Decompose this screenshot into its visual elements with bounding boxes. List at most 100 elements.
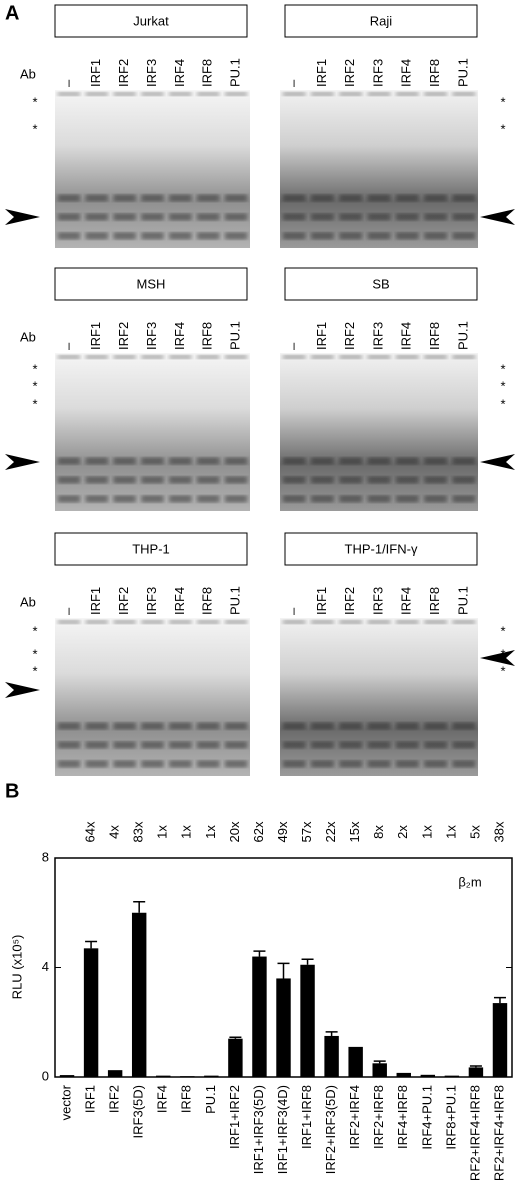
gel-band [339,457,363,465]
gel-band [339,194,363,202]
error-bar [325,1031,338,1036]
gel-band [452,194,476,202]
x-tick-label: IRF2+IRF4 [347,1085,362,1149]
gel-well [395,355,419,359]
arrowhead [480,454,515,470]
gel-band [311,213,334,221]
x-tick-label: IRF1+IRF2+IRF4+IRF8 [491,1085,506,1182]
title-box [54,4,248,38]
lane-label: IRF4 [399,587,414,615]
gel-band [85,194,108,202]
asterisk: * [500,121,505,136]
gel-band [113,232,136,240]
gel-well [282,92,306,96]
gel-band [224,232,248,240]
arrowhead [480,650,515,666]
gel-well [141,620,164,624]
lane-label: IRF8 [200,587,215,615]
gel-band [169,476,192,484]
gel-band [113,213,136,221]
asterisk: * [500,361,505,376]
gel-band [424,495,447,503]
gel-band [57,722,81,730]
lane-label: IRF4 [399,322,414,350]
gel-band [339,495,363,503]
gel-band [424,457,447,465]
gel-band [395,741,419,749]
annotation: β₂m [458,874,481,889]
gel-band [282,232,306,240]
asterisk: * [500,623,505,638]
error-bar [301,958,314,965]
gel-band [367,232,391,240]
bar [228,1038,243,1077]
gel-band [282,476,306,484]
gel [55,353,250,511]
gel-well [339,92,363,96]
gel-band [141,760,164,768]
fold-label: 49x [275,821,290,842]
arrowhead [5,454,40,470]
lane-label: – [286,79,301,87]
gel-well [85,355,108,359]
error-bar [277,962,290,979]
ab-label: Ab [20,66,36,81]
gel-well [57,92,81,96]
lane-label: IRF2 [116,59,131,87]
gel-well [424,620,447,624]
lane-label: PU.1 [455,321,470,350]
gel-band [339,232,363,240]
x-tick-label: IRF8+PU.1 [443,1085,458,1150]
gel-well [197,355,220,359]
gel-band [282,457,306,465]
gel-band [141,741,164,749]
gel-well [367,355,391,359]
gel-band [197,476,220,484]
fold-label: 8x [371,825,386,839]
fold-label: 5x [467,825,482,839]
x-tick-label: IRF4 [155,1085,170,1113]
gel [280,618,478,776]
gel-band [197,194,220,202]
gel-band [224,495,248,503]
gel-well [367,92,391,96]
gel-well [424,355,447,359]
gel-band [424,232,447,240]
gel-band [282,213,306,221]
lane-label: IRF2 [342,59,357,87]
gel-band [85,457,108,465]
gel-well [339,620,363,624]
asterisk: * [500,663,505,678]
gel-band [169,457,192,465]
fold-label: 22x [323,821,338,842]
bar [348,1046,363,1077]
lane-label: IRF4 [172,322,187,350]
title-box [284,532,478,566]
fold-label: 57x [299,821,314,842]
gel-band [224,194,248,202]
gel-well [224,355,248,359]
gel-band [395,476,419,484]
gel-band [311,741,334,749]
gel-band [113,457,136,465]
fold-label: 1x [179,825,194,839]
bar [107,1070,123,1077]
gel-band [339,722,363,730]
bar [131,912,147,1077]
title-box [284,267,478,301]
gel-band [85,741,108,749]
gel-band [424,741,447,749]
gel-band [282,760,306,768]
fold-label: 64x [83,821,98,842]
y-tick-label: 0 [42,1068,49,1083]
gel-well [57,620,81,624]
ab-label: Ab [20,329,36,344]
gel-band [452,495,476,503]
gel-band [282,194,306,202]
x-tick-label: PU.1 [203,1085,218,1114]
fold-label: 4x [107,825,122,839]
gel-band [113,722,136,730]
gel-well [85,620,108,624]
gel-well [224,620,248,624]
lane-label: IRF3 [144,587,159,615]
